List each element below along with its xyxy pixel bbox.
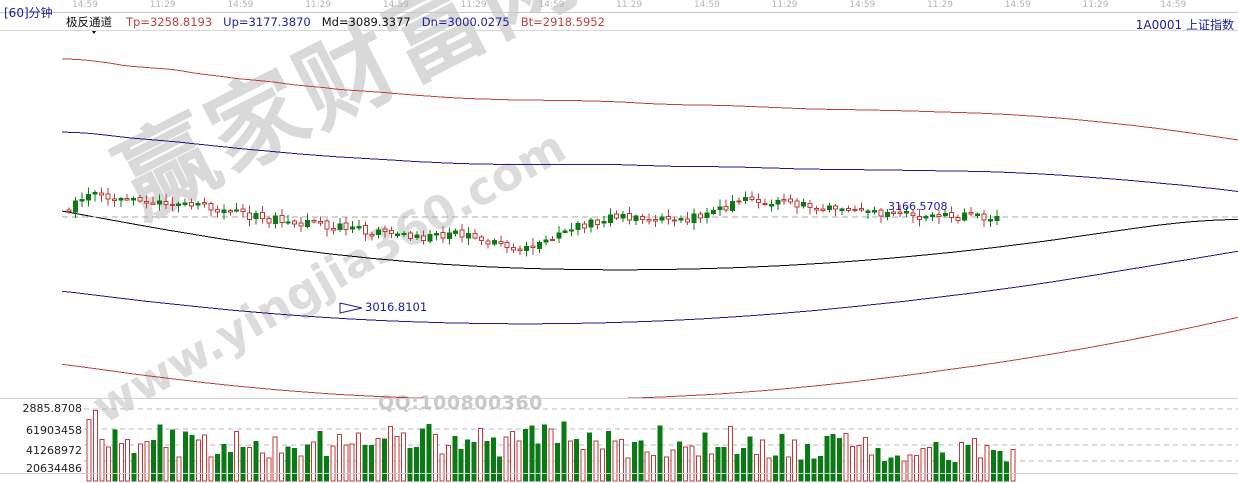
indicator-name[interactable]: 极反通道 <box>66 15 112 29</box>
period-label: [60]分钟 <box>4 6 53 20</box>
volume-axis-label-2: 41268972 <box>26 444 82 457</box>
time-tick-13: 11:29 <box>1082 0 1109 10</box>
time-tick-1: 11:29 <box>149 0 176 10</box>
indicator-value-tp: Tp=3258.8193 <box>126 15 213 29</box>
time-tick-9: 11:29 <box>771 0 798 10</box>
time-tick-5: 11:29 <box>460 0 487 10</box>
time-tick-11: 11:29 <box>927 0 953 10</box>
time-tick-4: 14:59 <box>382 0 409 10</box>
indicator-value-bt: Bt=2918.5952 <box>520 15 605 29</box>
volume-bottom-divider <box>0 473 1238 474</box>
time-axis: 14:59 11:29 14:59 11:29 14:59 11:29 14:59 11:29… <box>60 0 1238 12</box>
time-tick-6: 14:59 <box>538 0 565 10</box>
time-tick-14: 14:59 <box>1160 0 1187 10</box>
band-line-dn <box>61 250 1238 325</box>
pane-separator <box>0 398 1238 399</box>
indicator-value-dn: Dn=3000.0275 <box>421 15 510 29</box>
time-tick-3: 11:29 <box>305 0 332 10</box>
indicator-readout: 极反通道 Tp=3258.8193 Up=3177.3870 Md=3089.3377… <box>66 14 616 30</box>
band-line-up <box>61 131 1238 192</box>
time-tick-7: 11:29 <box>616 0 643 10</box>
time-tick-12: 14:59 <box>1004 0 1031 10</box>
time-tick-2: 14:59 <box>227 0 254 10</box>
axis-divider-bottom <box>0 30 1238 31</box>
axis-divider-top <box>0 12 1238 13</box>
symbol-label: 1A0001 上证指数 <box>1135 18 1234 32</box>
band-line-tp <box>61 58 1238 141</box>
indicator-value-up: Up=3177.3870 <box>223 15 311 29</box>
volume-bar-series <box>86 410 1016 482</box>
volume-axis-label-0: 2885.8708 <box>22 402 83 415</box>
time-tick-10: 14:59 <box>849 0 876 10</box>
band-top-marker <box>92 31 96 34</box>
volume-chart-svg <box>84 408 1238 482</box>
volume-chart-pane[interactable] <box>0 399 1238 483</box>
time-tick-0: 14:59 <box>72 0 98 10</box>
price-chart-svg <box>61 31 1238 399</box>
volume-axis-label-3: 20634486 <box>26 462 82 475</box>
annotation-mid: 3166.5708 <box>888 200 948 213</box>
price-chart-pane[interactable] <box>0 31 1238 399</box>
band-line-bt <box>61 316 1238 399</box>
time-tick-8: 14:59 <box>693 0 720 10</box>
band-line-md <box>61 210 1238 271</box>
candlestick-series <box>66 187 1000 257</box>
volume-axis-label-1: 61903458 <box>26 424 82 437</box>
annotation-low: 3016.8101 <box>365 300 428 314</box>
callout-leaders <box>339 302 363 314</box>
indicator-value-md: Md=3089.3377 <box>321 15 411 29</box>
